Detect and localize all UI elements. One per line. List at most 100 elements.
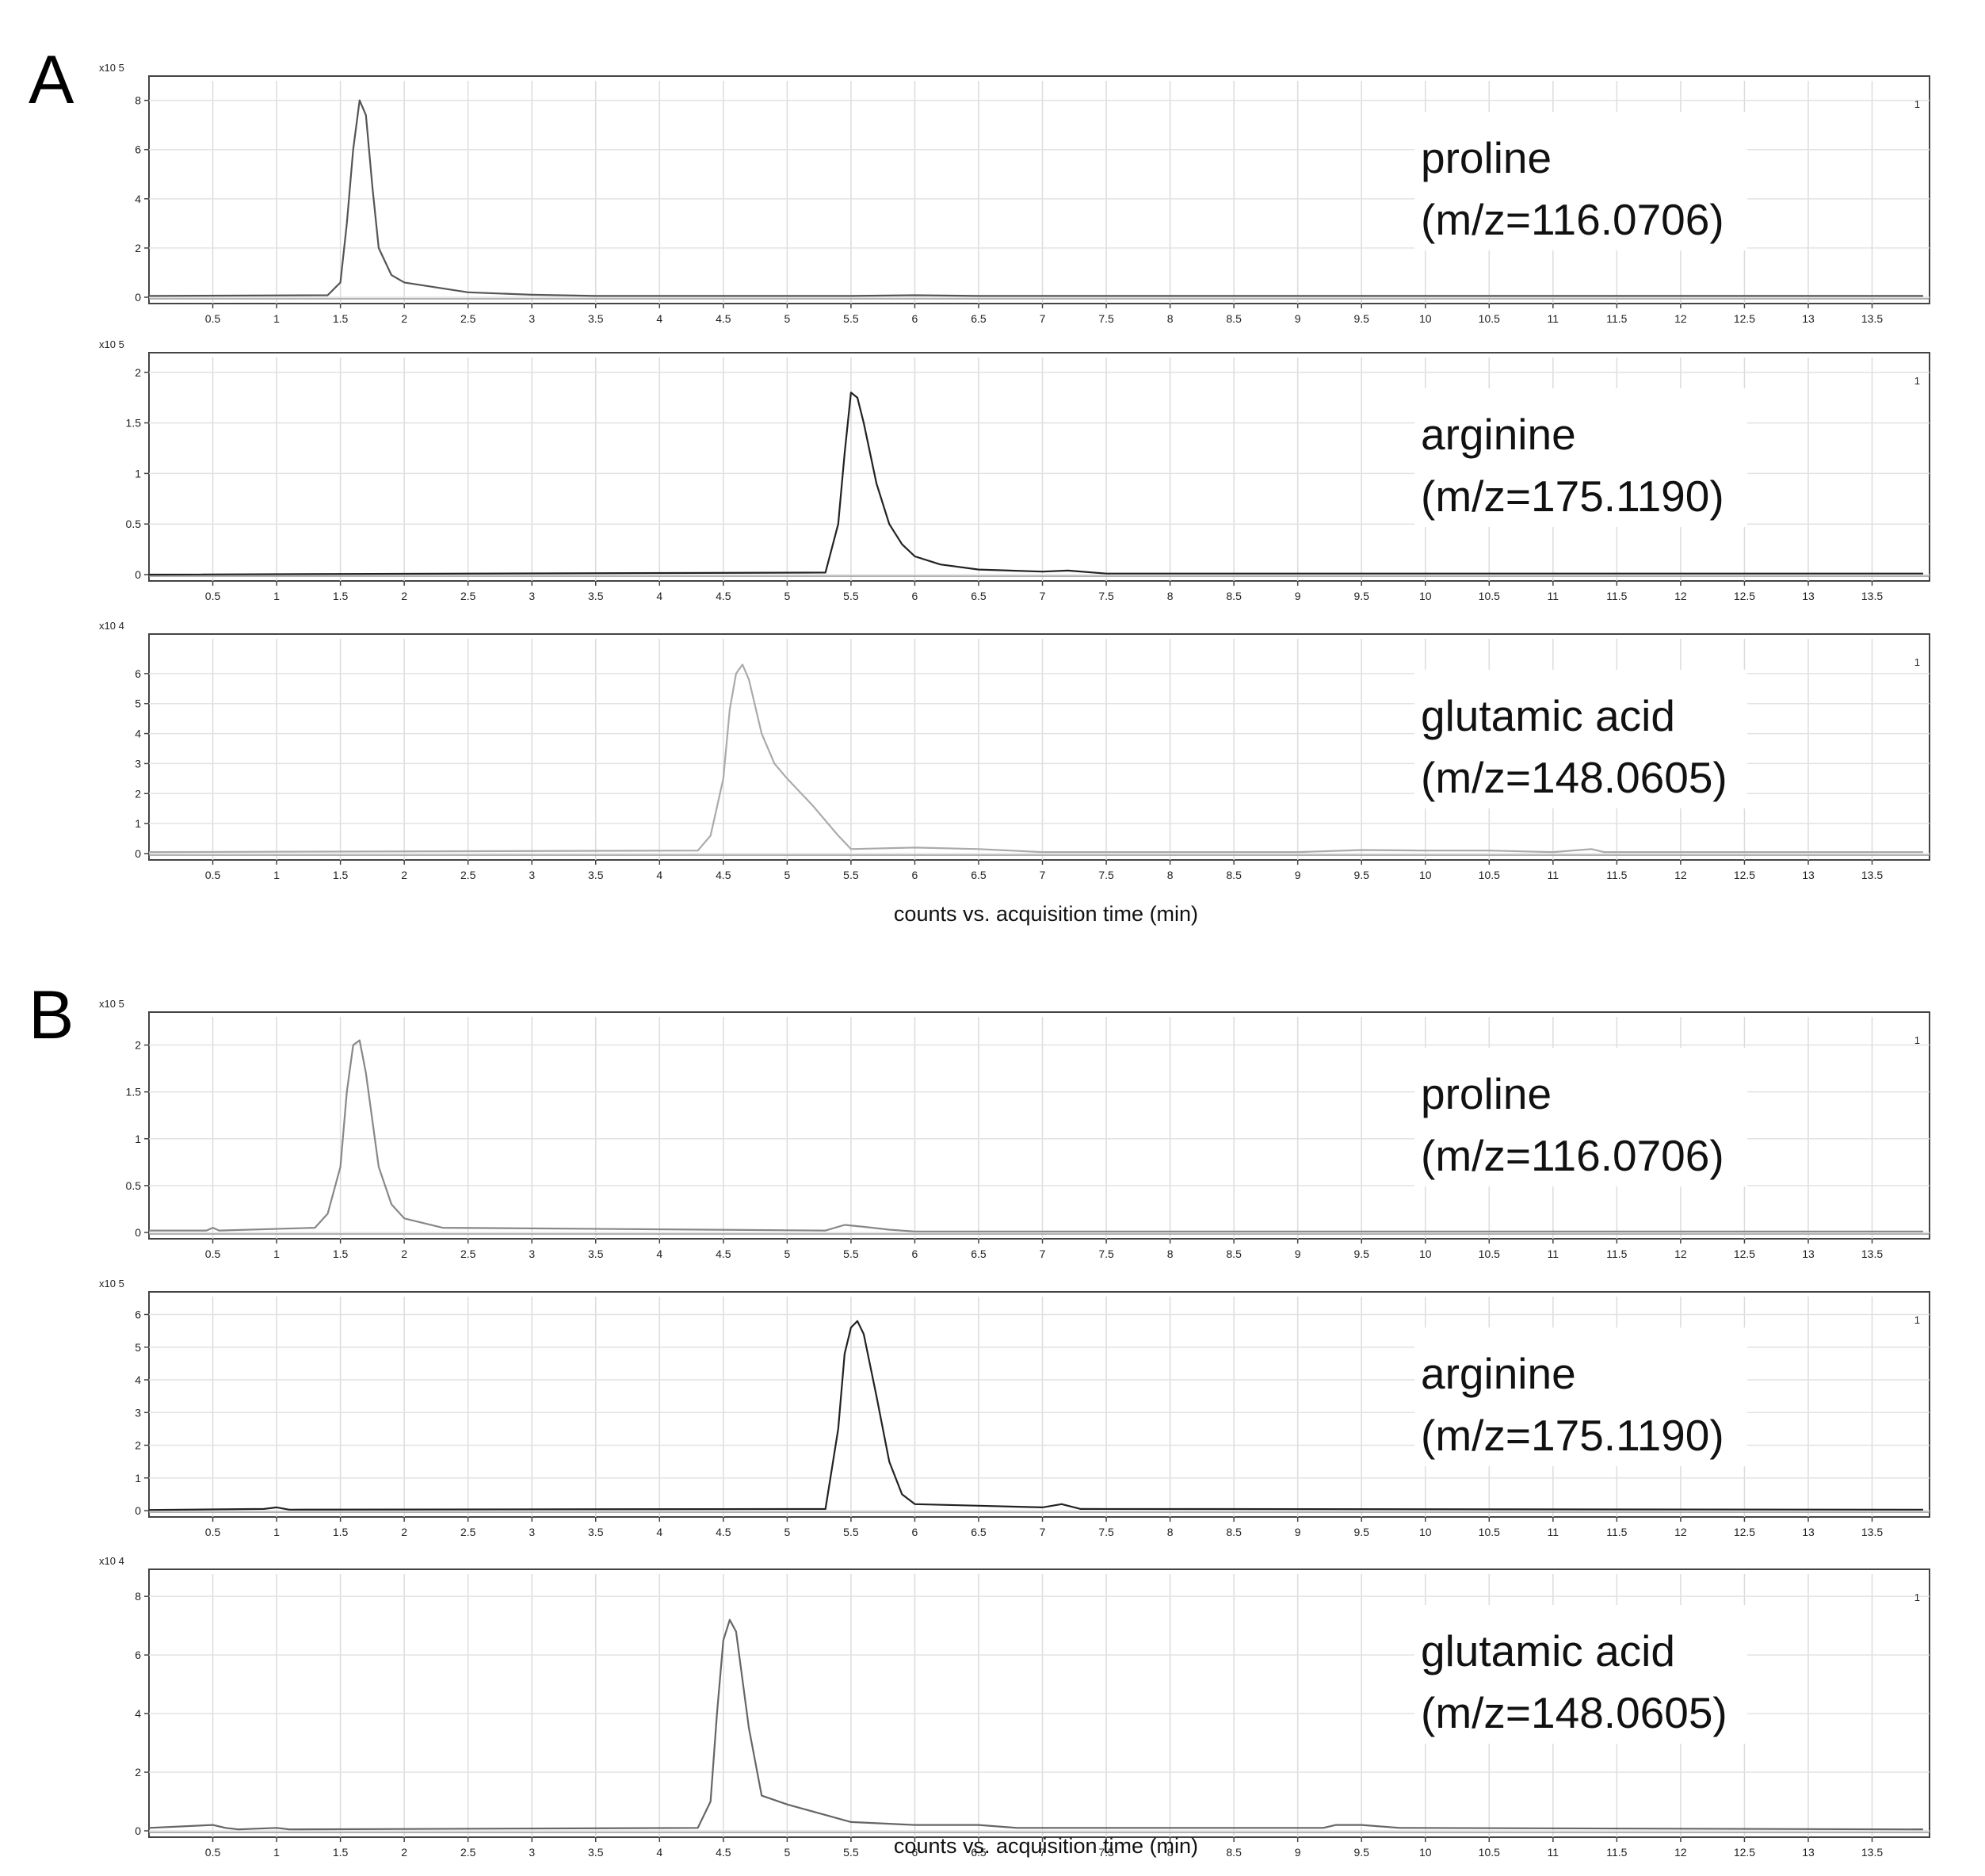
y-tick-label: 2	[135, 1039, 141, 1052]
label-backdrop	[1414, 1048, 1747, 1186]
label-backdrop	[1414, 112, 1747, 250]
x-tick-label: 8	[1167, 1846, 1174, 1859]
x-tick-label: 8	[1167, 590, 1174, 602]
analyte-mz-label: (m/z=116.0706)	[1421, 195, 1724, 244]
chromatogram-trace	[149, 1039, 1923, 1232]
x-tick-label: 3.5	[588, 869, 604, 881]
y-tick-label: 3	[135, 1406, 141, 1419]
y-tick-label: 0	[135, 847, 141, 860]
x-tick-label: 8	[1167, 1526, 1174, 1538]
x-tick-label: 1.5	[333, 1846, 349, 1859]
x-tick-label: 11	[1548, 869, 1559, 881]
x-tick-label: 4	[656, 590, 662, 602]
y-tick-label: 0.5	[126, 1179, 142, 1192]
x-tick-label: 8.5	[1226, 1846, 1242, 1859]
x-tick-label: 7.5	[1098, 869, 1114, 881]
x-tick-label: 1	[273, 1846, 280, 1859]
y-tick-label: 3	[135, 757, 141, 770]
x-tick-label: 9.5	[1353, 590, 1369, 602]
x-tick-label: 8.5	[1226, 1247, 1242, 1260]
x-tick-label: 1	[273, 312, 280, 325]
x-tick-label: 13.5	[1861, 869, 1883, 881]
x-tick-label: 3	[529, 1846, 535, 1859]
y-tick-label: 0	[135, 291, 141, 304]
x-tick-label: 2.5	[460, 869, 476, 881]
x-tick-label: 6	[912, 1247, 918, 1260]
x-tick-label: 9.5	[1353, 312, 1369, 325]
x-tick-label: 2.5	[460, 1846, 476, 1859]
x-tick-label: 11	[1548, 312, 1559, 325]
x-tick-label: 1.5	[333, 312, 349, 325]
x-tick-label: 0.5	[205, 312, 221, 325]
x-tick-label: 3.5	[588, 1526, 604, 1538]
x-tick-label: 6.5	[971, 869, 987, 881]
x-tick-label: 5	[784, 1846, 790, 1859]
y-tick-label: 5	[135, 697, 141, 710]
x-tick-label: 7	[1040, 1846, 1046, 1859]
x-tick-label: 5	[784, 312, 790, 325]
x-tick-label: 10	[1419, 590, 1432, 602]
x-tick-label: 3	[529, 869, 535, 881]
y-tick-label: 2	[135, 366, 141, 379]
x-tick-label: 0.5	[205, 869, 221, 881]
analyte-name-label: glutamic acid	[1421, 691, 1675, 740]
analyte-name-label: proline	[1421, 1069, 1552, 1118]
x-tick-label: 2	[401, 1247, 407, 1260]
x-tick-label: 4.5	[716, 869, 731, 881]
x-tick-label: 11.5	[1606, 869, 1627, 881]
y-tick-label: 1	[135, 467, 141, 480]
x-tick-label: 12	[1674, 1247, 1687, 1260]
x-tick-label: 7.5	[1098, 590, 1114, 602]
x-tick-label: 1.5	[333, 1247, 349, 1260]
chromatogram-trace	[148, 663, 1923, 854]
y-multiplier-label: x10 5	[99, 998, 124, 1010]
x-tick-label: 2.5	[460, 1526, 476, 1538]
analyte-mz-label: (m/z=175.1190)	[1421, 1411, 1724, 1460]
x-tick-label: 9	[1295, 590, 1301, 602]
x-tick-label: 9.5	[1353, 1247, 1369, 1260]
chromatogram-trace	[148, 1618, 1923, 1831]
x-tick-label: 11.5	[1606, 590, 1627, 602]
x-tick-label: 11	[1548, 1846, 1559, 1859]
x-tick-label: 10	[1419, 1247, 1432, 1260]
x-tick-label: 10	[1419, 1846, 1432, 1859]
chromatogram-panel-a-1: 00.511.520.5 1 1.5 2 2.5 3 3.5 4 4.5 5 5.5 6 6.5 7 7.5…	[99, 338, 1930, 602]
y-tick-label: 2	[135, 1766, 141, 1779]
x-tick-label: 10.5	[1479, 1526, 1500, 1538]
x-tick-label: 12.5	[1734, 869, 1755, 881]
x-tick-label: 6.5	[971, 1846, 987, 1859]
x-tick-label: 10.5	[1479, 312, 1500, 325]
y-tick-label: 2	[135, 242, 141, 254]
x-tick-label: 2.5	[460, 1247, 476, 1260]
x-tick-label: 5	[784, 1247, 790, 1260]
x-tick-label: 11.5	[1606, 1846, 1627, 1859]
trace-number-label: 1	[1914, 375, 1920, 387]
x-tick-label: 6.5	[971, 1526, 987, 1538]
x-tick-label: 2	[401, 1526, 407, 1538]
x-tick-label: 6.5	[971, 590, 987, 602]
x-tick-label: 12	[1674, 312, 1687, 325]
x-tick-label: 6.5	[971, 312, 987, 325]
x-tick-label: 13	[1802, 869, 1815, 881]
x-tick-label: 2	[401, 312, 407, 325]
x-tick-label: 6.5	[971, 1247, 987, 1260]
y-tick-label: 1.5	[126, 417, 142, 430]
analyte-name-label: arginine	[1421, 1349, 1576, 1398]
x-tick-label: 8.5	[1226, 1526, 1242, 1538]
x-tick-label: 9	[1295, 1846, 1301, 1859]
x-tick-label: 9	[1295, 869, 1301, 881]
x-tick-label: 11.5	[1606, 1526, 1627, 1538]
x-tick-label: 13	[1802, 312, 1815, 325]
y-tick-label: 6	[135, 1309, 141, 1321]
x-tick-label: 3	[529, 1526, 535, 1538]
analyte-name-label: proline	[1421, 133, 1552, 182]
y-tick-label: 5	[135, 1341, 141, 1354]
x-tick-label: 13	[1802, 1526, 1815, 1538]
chromatogram-trace	[148, 392, 1923, 576]
y-tick-label: 4	[135, 1707, 141, 1720]
x-tick-label: 10.5	[1479, 869, 1500, 881]
x-tick-label: 12.5	[1734, 1526, 1755, 1538]
analyte-mz-label: (m/z=148.0605)	[1421, 753, 1727, 802]
x-tick-label: 1	[273, 590, 280, 602]
